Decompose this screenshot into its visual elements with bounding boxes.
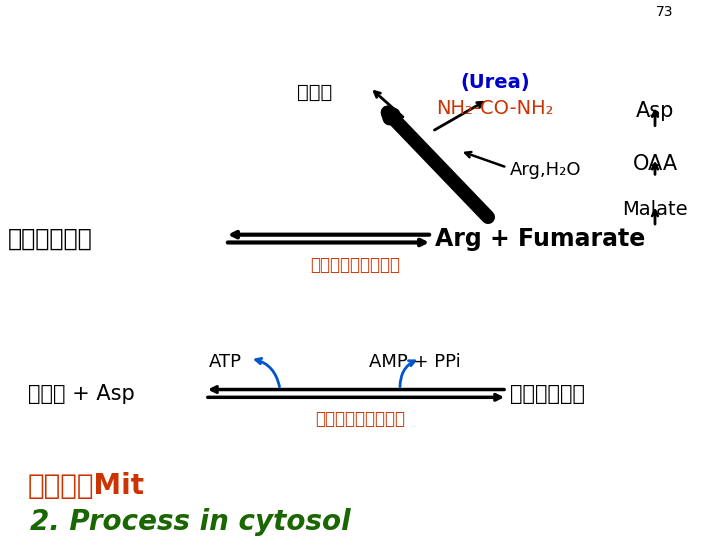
Text: 73: 73 [656,5,674,19]
Text: AMP + PPi: AMP + PPi [369,353,461,370]
Text: Asp: Asp [636,102,674,122]
Text: 瓜氨酸 + Asp: 瓜氨酸 + Asp [28,384,135,404]
Text: NH₂-CO-NH₂: NH₂-CO-NH₂ [436,99,554,118]
Text: OAA: OAA [632,154,678,174]
Text: 精氨酰琦珀酸: 精氨酰琦珀酸 [8,227,93,251]
Text: ATP: ATP [209,353,241,370]
Text: Arg,H₂O: Arg,H₂O [510,161,582,179]
Text: 精氨酰琦珀酸裂合醂: 精氨酰琦珀酸裂合醂 [310,256,400,274]
Text: Arg + Fumarate: Arg + Fumarate [435,227,645,251]
Text: 瓜氨酸出Mit: 瓜氨酸出Mit [28,472,145,500]
Text: 鸟氨酸: 鸟氨酸 [297,83,333,102]
Text: (Urea): (Urea) [460,73,530,92]
Text: 精氨酰琦珀酸: 精氨酰琦珀酸 [510,384,585,404]
Text: 精氨酰琦珀酸合成醂: 精氨酰琦珀酸合成醂 [315,410,405,428]
Text: Malate: Malate [622,200,688,219]
Text: 2. Process in cytosol: 2. Process in cytosol [30,508,351,536]
